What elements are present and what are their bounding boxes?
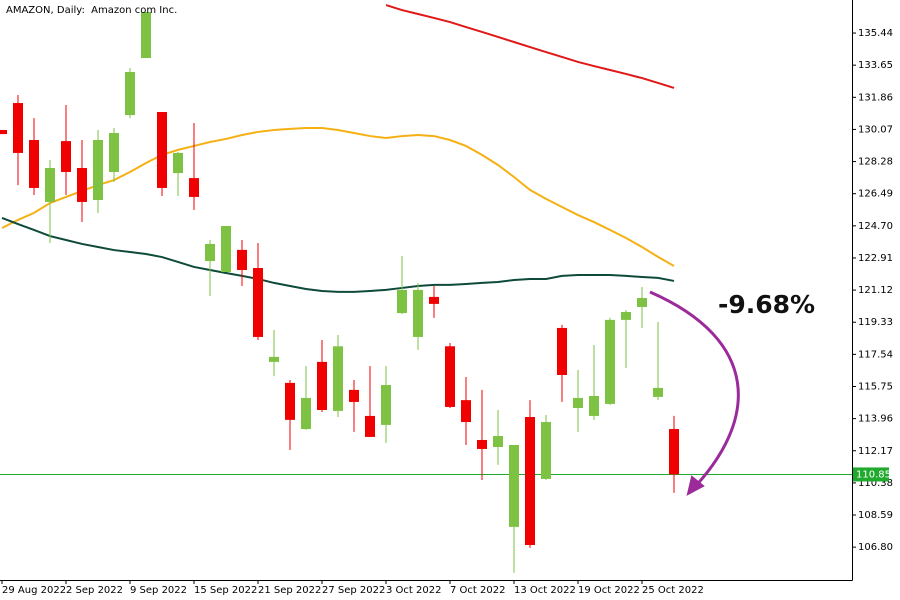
y-tick-label: 119.33 xyxy=(858,317,893,328)
candle-body xyxy=(541,422,551,479)
y-tick-label: 126.49 xyxy=(858,189,893,200)
plot-area xyxy=(0,4,852,573)
y-tick-label: 115.75 xyxy=(858,381,893,392)
candle-body xyxy=(413,289,423,337)
x-tick-label: 21 Sep 2022 xyxy=(258,585,321,596)
candle-body xyxy=(461,400,471,423)
candle-body xyxy=(525,417,535,545)
candle-body xyxy=(557,327,567,375)
x-tick-label: 3 Oct 2022 xyxy=(386,585,441,596)
candle-body xyxy=(109,133,119,172)
candle-body xyxy=(221,226,231,272)
candle-body xyxy=(45,168,55,202)
candle-body xyxy=(173,152,183,174)
arrow xyxy=(649,290,740,494)
candle-body xyxy=(269,356,279,362)
candle-body xyxy=(349,389,359,402)
candle-body xyxy=(477,439,487,449)
x-tick-label: 19 Oct 2022 xyxy=(578,585,640,596)
y-tick-label: 124.70 xyxy=(858,221,893,232)
candle-body xyxy=(29,140,39,188)
candle-body xyxy=(381,385,391,425)
candle-body xyxy=(285,382,295,420)
candle-body xyxy=(605,319,615,404)
candle-body xyxy=(397,289,407,314)
candle-body xyxy=(253,268,263,337)
y-tick-label: 113.96 xyxy=(858,414,893,425)
y-tick-label: 110.38 xyxy=(858,478,893,489)
x-tick-label: 2 Sep 2022 xyxy=(66,585,123,596)
arrow-head xyxy=(686,475,705,496)
candle-body xyxy=(237,249,247,270)
annotation: -9.68% xyxy=(718,290,815,319)
y-tick-label: 130.07 xyxy=(858,124,893,135)
x-tick-label: 13 Oct 2022 xyxy=(514,585,576,596)
y-tick-label: 133.65 xyxy=(858,60,893,71)
candle-body xyxy=(493,436,503,447)
x-tick-label: 29 Aug 2022 xyxy=(2,585,66,596)
candle-body xyxy=(125,71,135,116)
candle-body xyxy=(429,296,439,304)
candle-body xyxy=(205,243,215,262)
candle-body xyxy=(573,397,583,409)
candle-body xyxy=(77,168,87,202)
candle-body xyxy=(445,346,455,407)
candle-body xyxy=(637,297,647,307)
y-tick-label: 128.28 xyxy=(858,157,893,168)
candle-body xyxy=(333,346,343,411)
candle-body xyxy=(669,429,679,475)
candle-body xyxy=(189,178,199,197)
y-tick-label: 106.80 xyxy=(858,542,893,553)
price-label-box xyxy=(853,467,889,482)
candle-body xyxy=(61,141,71,172)
y-tick-label: 108.59 xyxy=(858,510,893,521)
price-label: 110.85 xyxy=(856,469,891,480)
candle-body xyxy=(365,415,375,437)
x-tick-label: 27 Sep 2022 xyxy=(322,585,385,596)
candle-body xyxy=(93,140,103,200)
candle-body xyxy=(141,12,151,58)
moving-average xyxy=(1,216,675,293)
y-tick-label: 112.17 xyxy=(858,446,893,457)
candle-body xyxy=(589,396,599,416)
x-tick-label: 15 Sep 2022 xyxy=(194,585,257,596)
candle-body xyxy=(621,311,631,320)
chart-title: AMAZON, Daily: Amazon com Inc. xyxy=(6,5,177,16)
y-tick-label: 131.86 xyxy=(858,92,893,103)
x-tick-label: 9 Sep 2022 xyxy=(130,585,187,596)
candle-body xyxy=(317,361,327,411)
moving-average xyxy=(385,4,675,89)
candle-body xyxy=(157,112,167,188)
candle-body xyxy=(301,397,311,430)
x-tick-label: 25 Oct 2022 xyxy=(642,585,704,596)
y-tick-label: 135.44 xyxy=(858,28,893,39)
candle-body xyxy=(13,103,23,153)
y-tick-label: 121.12 xyxy=(858,285,893,296)
y-tick-label: 117.54 xyxy=(858,349,893,360)
candle-body xyxy=(509,445,519,527)
x-tick-label: 7 Oct 2022 xyxy=(450,585,505,596)
y-tick-label: 122.91 xyxy=(858,253,893,264)
candle-body xyxy=(0,129,7,135)
candle-body xyxy=(653,387,663,397)
